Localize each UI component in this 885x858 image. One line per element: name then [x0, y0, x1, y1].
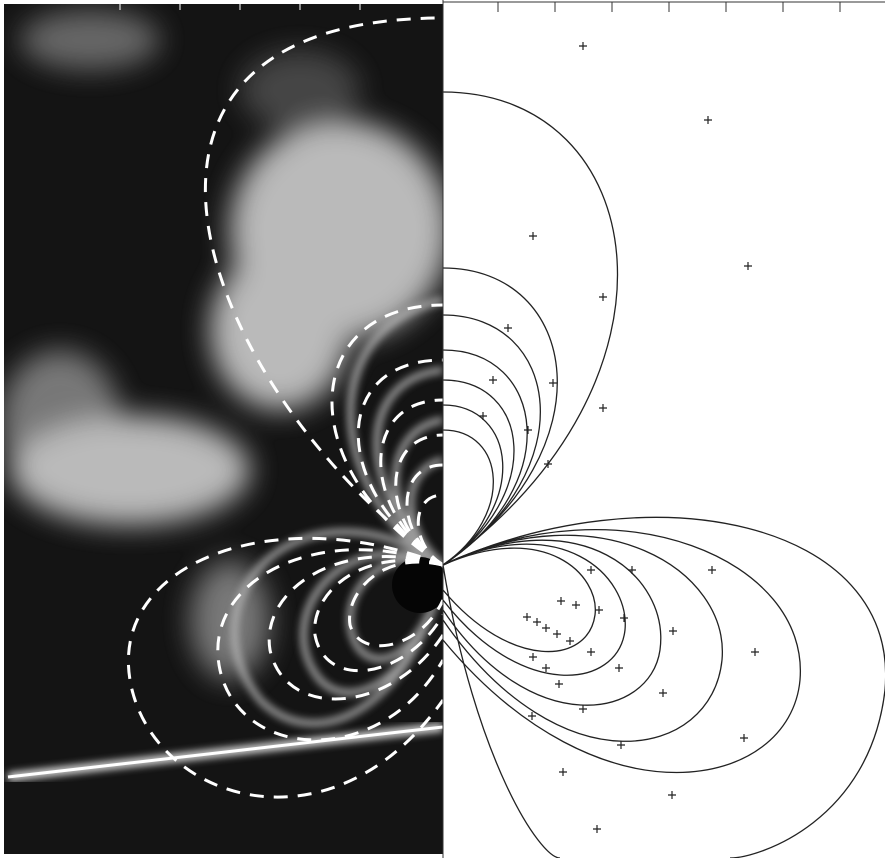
plus-marker	[708, 566, 716, 574]
plus-marker	[587, 566, 595, 574]
plus-marker	[542, 664, 550, 672]
plus-marker	[620, 614, 628, 622]
page: (() => { const pts = [[583,46],[708,120]…	[0, 0, 885, 858]
plus-marker	[579, 42, 587, 50]
plus-marker	[740, 734, 748, 742]
plus-marker	[617, 741, 625, 749]
plus-marker	[523, 613, 531, 621]
plus-marker	[524, 426, 532, 434]
photo-half	[0, 4, 450, 854]
plus-marker	[528, 712, 536, 720]
figure	[0, 0, 885, 858]
plus-marker	[566, 637, 574, 645]
plus-marker	[659, 689, 667, 697]
plus-marker	[529, 232, 537, 240]
plus-marker	[593, 825, 601, 833]
plus-marker	[572, 601, 580, 609]
plus-marker	[555, 680, 563, 688]
plus-marker	[557, 597, 565, 605]
plus-marker	[751, 648, 759, 656]
plus-marker	[587, 648, 595, 656]
plus-marker	[599, 293, 607, 301]
plus-marker	[559, 768, 567, 776]
computed-contours	[443, 92, 885, 858]
plus-marker	[579, 705, 587, 713]
plus-marker	[529, 653, 537, 661]
plus-marker	[628, 566, 636, 574]
plus-marker	[553, 630, 561, 638]
plus-marker	[669, 627, 677, 635]
plus-marker	[595, 606, 603, 614]
plus-marker	[489, 376, 497, 384]
plus-marker	[542, 624, 550, 632]
plus-marker	[599, 404, 607, 412]
plus-marker	[479, 412, 487, 420]
plus-marker	[704, 116, 712, 124]
plus-marker	[615, 664, 623, 672]
plus-marker	[504, 324, 512, 332]
plus-marker	[744, 262, 752, 270]
plus-marker	[668, 791, 676, 799]
plus-marker	[549, 379, 557, 387]
plus-marker	[533, 618, 541, 626]
